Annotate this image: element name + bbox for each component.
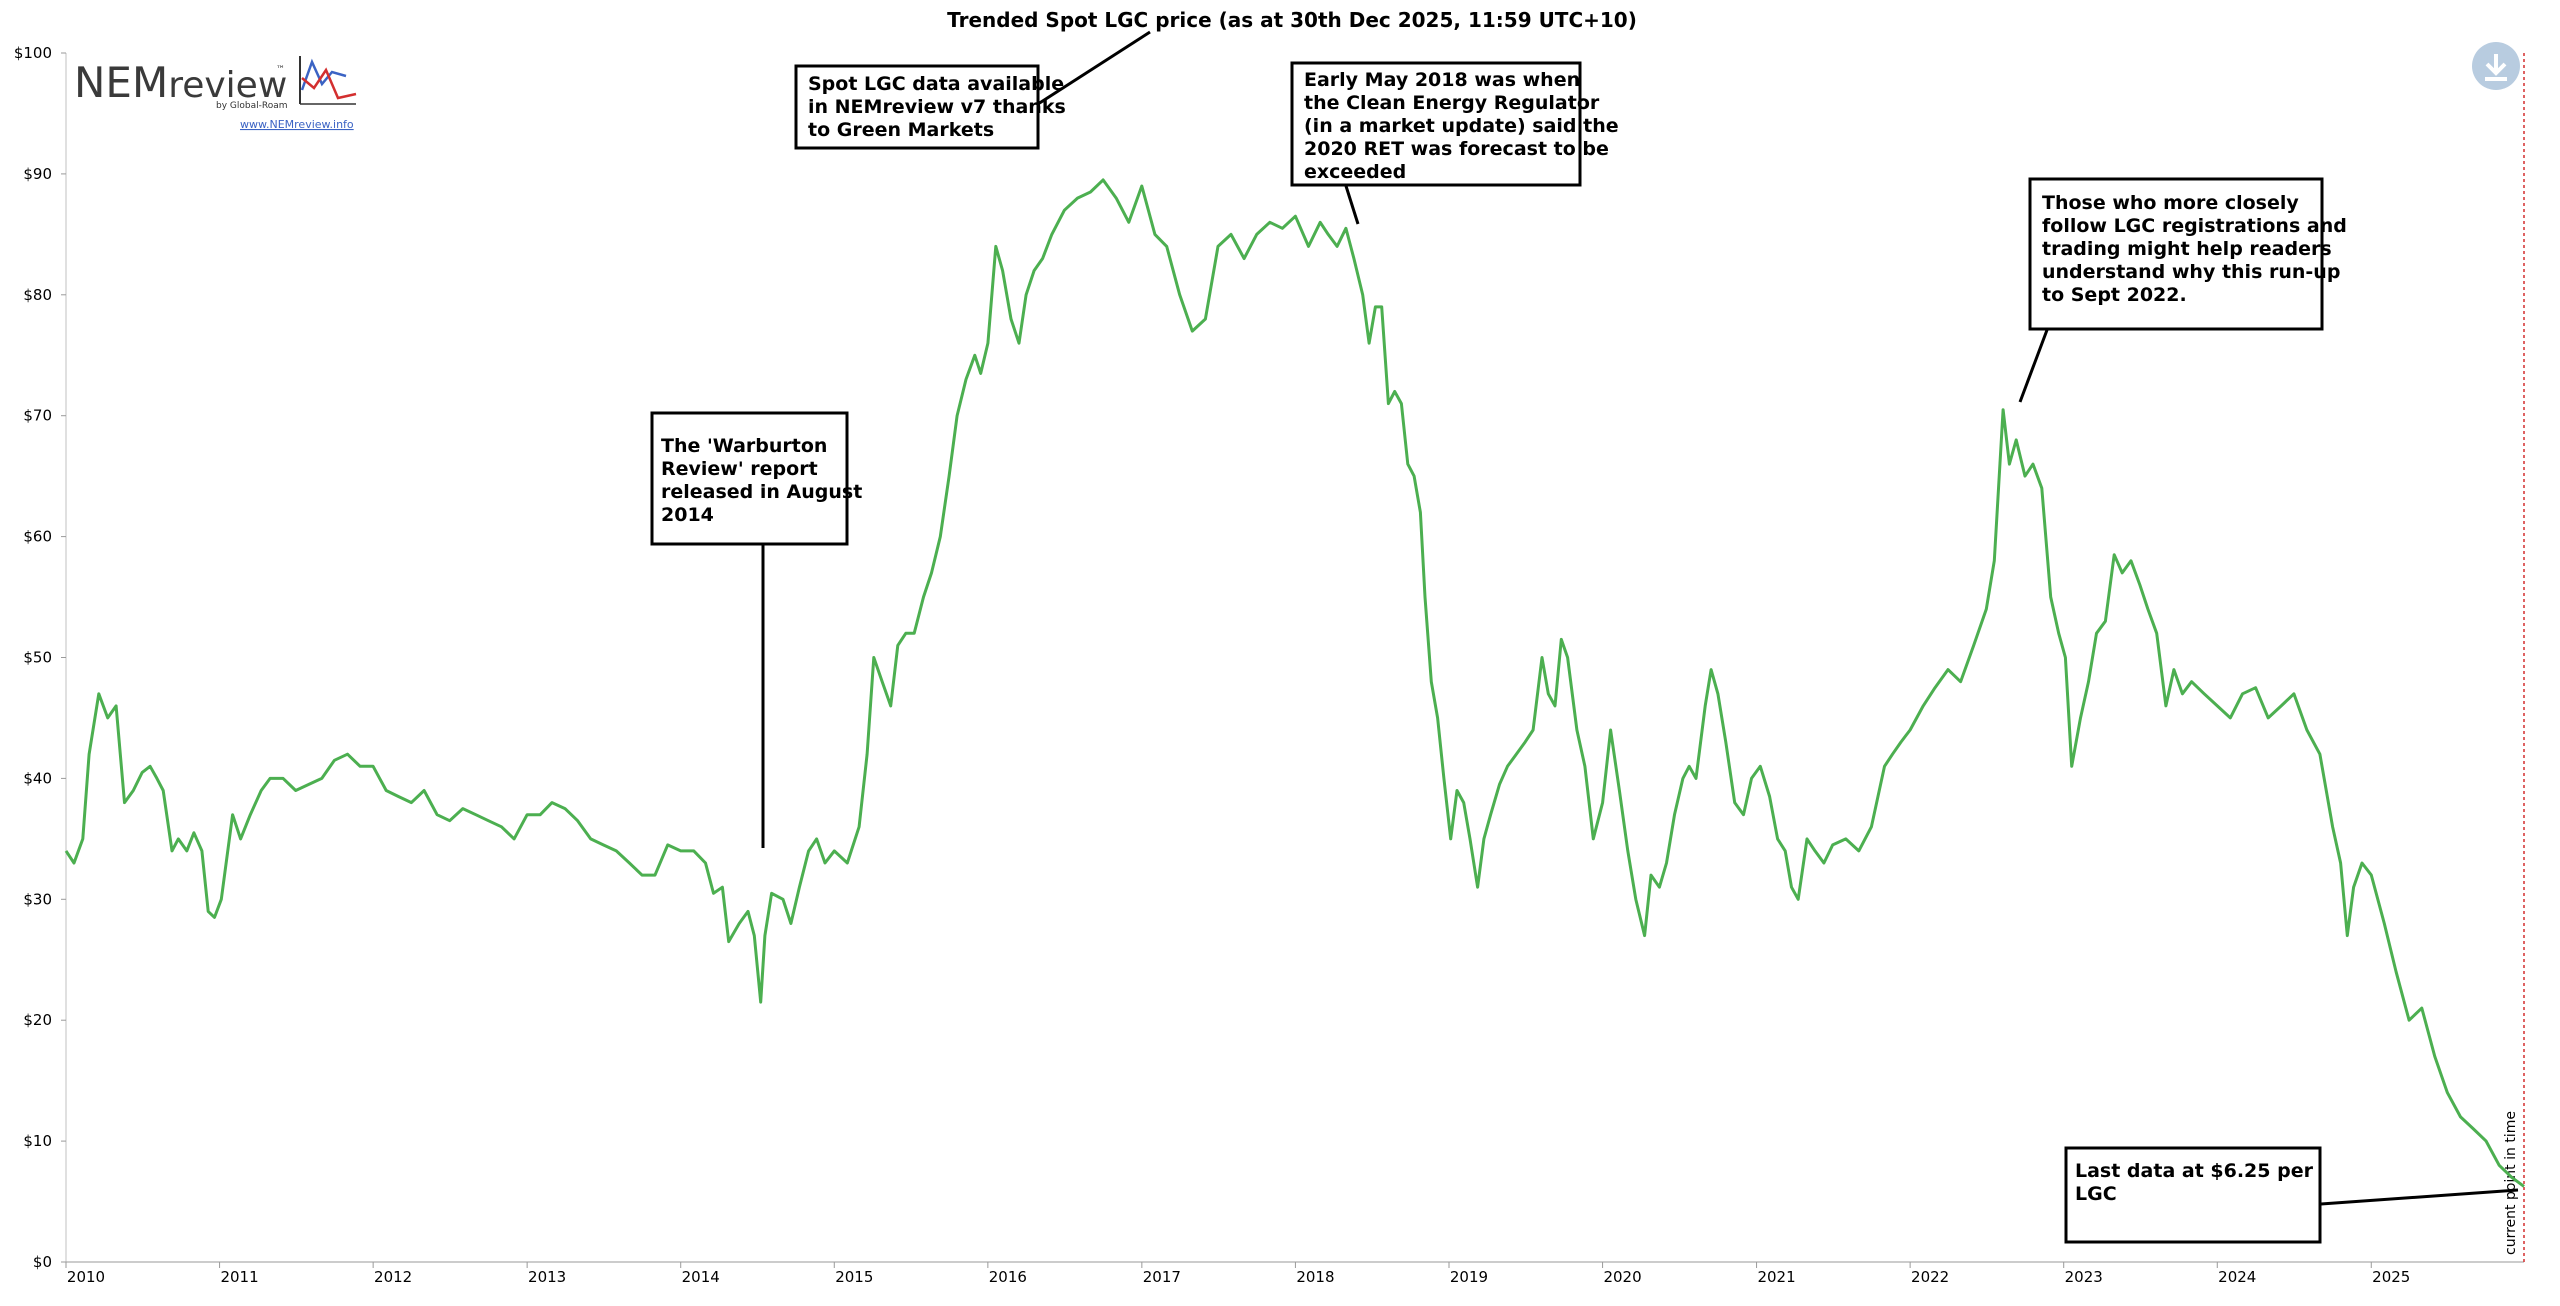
annotation-text: The 'Warburton Review' report released i… xyxy=(661,435,869,526)
nemreview-logo: NEMreview ™ by Global-Roam www.NEMreview… xyxy=(74,56,357,131)
logo-graph-icon xyxy=(299,56,357,105)
x-tick-label: 2024 xyxy=(2218,1268,2256,1286)
x-tick-label: 2017 xyxy=(1143,1268,1181,1286)
y-tick-label: $30 xyxy=(23,890,52,908)
x-tick-label: 2012 xyxy=(374,1268,412,1286)
logo-byline: by Global-Roam xyxy=(216,101,288,111)
annotation-green-markets: Spot LGC data available in NEMreview v7 … xyxy=(794,30,1151,150)
x-tick-label: 2020 xyxy=(1603,1268,1641,1286)
download-icon xyxy=(2485,54,2507,81)
y-tick-label: $90 xyxy=(23,165,52,183)
annotation-lgc-run-up: Those who more closely follow LGC regist… xyxy=(2018,177,2353,403)
annotation-warburton-review: The 'Warburton Review' report released i… xyxy=(650,411,869,848)
y-axis-ticks: $0 $10 $20 $30 $40 $50 $60 $70 $80 $90 $100 xyxy=(14,44,66,1271)
x-tick-label: 2023 xyxy=(2065,1268,2103,1286)
x-tick-label: 2011 xyxy=(220,1268,258,1286)
x-axis-ticks: 2010 2011 2012 2013 2014 2015 2016 2017 2018 2019… xyxy=(65,1262,2410,1286)
y-tick-label: $20 xyxy=(23,1011,52,1029)
x-tick-label: 2010 xyxy=(67,1268,105,1286)
download-button[interactable] xyxy=(2472,42,2520,90)
y-tick-label: $40 xyxy=(23,769,52,787)
y-tick-label: $0 xyxy=(33,1253,52,1271)
chart-title: Trended Spot LGC price (as at 30th Dec 2… xyxy=(947,8,1637,32)
annotation-text: Those who more closely follow LGC regist… xyxy=(2042,192,2353,306)
x-tick-label: 2016 xyxy=(989,1268,1027,1286)
annotation-clean-energy-regulator: Early May 2018 was when the Clean Energy… xyxy=(1290,61,1625,225)
y-tick-label: $60 xyxy=(23,528,52,546)
annotation-text: Last data at $6.25 per LGC xyxy=(2075,1160,2320,1205)
series-line-spot-lgc-price xyxy=(64,178,2525,1188)
logo-wordmark: NEMreview xyxy=(74,58,287,107)
y-tick-label: $70 xyxy=(23,407,52,425)
x-tick-label: 2022 xyxy=(1911,1268,1949,1286)
logo-trademark: ™ xyxy=(276,65,285,75)
current-time-label: current point in time xyxy=(2503,1111,2519,1255)
x-tick-label: 2013 xyxy=(528,1268,566,1286)
y-tick-label: $80 xyxy=(23,286,52,304)
x-tick-label: 2021 xyxy=(1757,1268,1795,1286)
annotation-text: Early May 2018 was when the Clean Energy… xyxy=(1304,69,1625,183)
logo-link[interactable]: www.NEMreview.info xyxy=(240,118,354,131)
y-tick-label: $10 xyxy=(23,1132,52,1150)
x-tick-label: 2025 xyxy=(2372,1268,2410,1286)
annotation-last-data: Last data at $6.25 per LGC xyxy=(2064,1146,2519,1244)
annotation-text: Spot LGC data available in NEMreview v7 … xyxy=(808,73,1072,141)
y-tick-label: $50 xyxy=(23,649,52,667)
x-tick-label: 2014 xyxy=(682,1268,720,1286)
x-tick-label: 2018 xyxy=(1296,1268,1334,1286)
y-tick-label: $100 xyxy=(14,44,52,62)
x-tick-label: 2015 xyxy=(835,1268,873,1286)
x-tick-label: 2019 xyxy=(1450,1268,1488,1286)
